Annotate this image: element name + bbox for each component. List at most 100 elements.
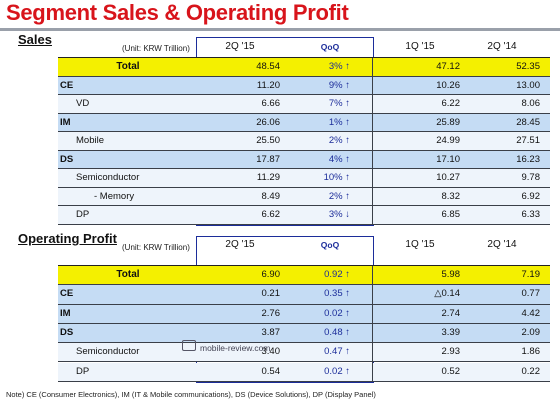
- value-cell: 4.42: [521, 307, 541, 319]
- value-cell: 0.21: [261, 288, 281, 300]
- value-cell: △0.14: [434, 288, 460, 300]
- segment-label: IM: [60, 307, 71, 319]
- value-cell: 25.89: [436, 116, 460, 128]
- value-cell: 6.90: [261, 269, 281, 280]
- table-row: DS 3.87 0.48 ↑ 3.39 2.09: [58, 323, 550, 344]
- value-cell: 3.40: [261, 346, 281, 358]
- value-cell: 2.74: [441, 307, 461, 319]
- value-cell: 47.12: [436, 61, 460, 72]
- segment-label: DS: [60, 153, 74, 165]
- table-row: VD 6.66 7% ↑ 6.22 8.06: [58, 95, 550, 114]
- qoq-cell: 0.02 ↑: [324, 365, 350, 377]
- table-row: DP 6.62 3% ↓ 6.85 6.33: [58, 206, 550, 225]
- value-cell: 0.22: [521, 365, 541, 377]
- qoq-cell: 3% ↓: [328, 209, 350, 220]
- title-rule: [0, 28, 560, 31]
- op-col-header: 2Q '15: [225, 239, 255, 250]
- row-label: Semiconductor: [76, 346, 140, 358]
- sales-table: Total 48.54 3% ↑ 47.12 52.35 CE 11.20 9% ↑ 10.26…: [58, 57, 550, 225]
- sales-unit: (Unit: KRW Trillion): [122, 44, 190, 53]
- table-row: CE 11.20 9% ↑ 10.26 13.00: [58, 76, 550, 95]
- sales-col-header: 1Q '15: [405, 41, 435, 52]
- op-table: Total 6.90 0.92 ↑ 5.98 7.19 CE 0.21 0.35 ↑ △0.14…: [58, 265, 550, 382]
- sales-col-header: 2Q '14: [487, 41, 517, 52]
- row-label: DP: [76, 365, 90, 377]
- qoq-cell: 3% ↑: [328, 61, 350, 72]
- qoq-cell: 0.47 ↑: [324, 346, 350, 358]
- row-label: - Memory: [94, 190, 135, 202]
- qoq-cell: 0.35 ↑: [324, 288, 350, 300]
- row-label: VD: [76, 98, 90, 109]
- sales-col-header: QoQ: [320, 42, 340, 52]
- value-cell: 9.78: [521, 172, 541, 183]
- table-row: Semiconductor 3.40 0.47 ↑ 2.93 1.86: [58, 343, 550, 363]
- value-cell: 6.22: [441, 98, 461, 109]
- qoq-cell: 4% ↑: [328, 153, 350, 165]
- value-cell: 6.33: [521, 209, 541, 220]
- qoq-cell: 0.92 ↑: [324, 269, 350, 280]
- column-divider: [372, 266, 373, 382]
- op-unit: (Unit: KRW Trillion): [122, 243, 190, 252]
- value-cell: 0.54: [261, 365, 281, 377]
- value-cell: 17.87: [256, 153, 280, 165]
- segment-label: CE: [60, 79, 74, 91]
- sales-heading: Sales: [18, 32, 52, 47]
- value-cell: 0.77: [521, 288, 541, 300]
- op-col-header: 2Q '14: [487, 239, 517, 250]
- qoq-cell: 0.48 ↑: [324, 326, 350, 338]
- segment-label: DS: [60, 326, 74, 338]
- row-label: Mobile: [76, 135, 104, 146]
- watermark-logo-icon: [182, 340, 196, 351]
- table-row: IM 2.76 0.02 ↑ 2.74 4.42: [58, 304, 550, 324]
- table-row: CE 0.21 0.35 ↑ △0.14 0.77: [58, 285, 550, 305]
- op-col-header: QoQ: [320, 240, 340, 250]
- value-cell: 2.93: [441, 346, 461, 358]
- value-cell: 11.20: [256, 79, 280, 91]
- segment-label: CE: [60, 288, 74, 300]
- value-cell: 26.06: [256, 116, 280, 128]
- segment-label: IM: [60, 116, 71, 128]
- value-cell: 6.66: [261, 98, 281, 109]
- table-row: - Memory 8.49 2% ↑ 8.32 6.92: [58, 187, 550, 206]
- value-cell: 24.99: [436, 135, 460, 146]
- table-row: DP 0.54 0.02 ↑ 0.52 0.22: [58, 362, 550, 382]
- value-cell: 11.29: [256, 172, 280, 183]
- value-cell: 2.76: [261, 307, 281, 319]
- value-cell: 13.00: [516, 79, 540, 91]
- qoq-cell: 1% ↑: [328, 116, 350, 128]
- page-title: Segment Sales & Operating Profit: [6, 0, 349, 25]
- value-cell: 6.92: [521, 190, 541, 202]
- qoq-cell: 9% ↑: [328, 79, 350, 91]
- qoq-cell: 7% ↑: [328, 98, 350, 109]
- value-cell: 48.54: [256, 61, 280, 72]
- value-cell: 3.39: [441, 326, 461, 338]
- value-cell: 10.27: [436, 172, 460, 183]
- table-row: IM 26.06 1% ↑ 25.89 28.45: [58, 113, 550, 132]
- footnote: Note) CE (Consumer Electronics), IM (IT …: [6, 390, 376, 399]
- qoq-cell: 2% ↑: [328, 135, 350, 146]
- row-label: DP: [76, 209, 90, 220]
- value-cell: 17.10: [436, 153, 460, 165]
- value-cell: 8.06: [521, 98, 541, 109]
- value-cell: 1.86: [521, 346, 541, 358]
- value-cell: 10.26: [436, 79, 460, 91]
- op-heading: Operating Profit: [18, 231, 117, 246]
- qoq-cell: 2% ↑: [328, 190, 350, 202]
- table-row: Mobile 25.50 2% ↑ 24.99 27.51: [58, 132, 550, 151]
- value-cell: 3.87: [261, 326, 281, 338]
- value-cell: 2.09: [521, 326, 541, 338]
- watermark: mobile-review.com: [200, 343, 271, 353]
- column-divider: [372, 58, 373, 225]
- value-cell: 0.52: [441, 365, 461, 377]
- total-row: Total 48.54 3% ↑ 47.12 52.35: [58, 58, 550, 77]
- value-cell: 6.85: [441, 209, 461, 220]
- value-cell: 28.45: [516, 116, 540, 128]
- sales-col-header: 2Q '15: [225, 41, 255, 52]
- total-row: Total 6.90 0.92 ↑ 5.98 7.19: [58, 266, 550, 286]
- qoq-cell: 10% ↑: [323, 172, 350, 183]
- value-cell: 8.49: [261, 190, 281, 202]
- value-cell: 6.62: [261, 209, 281, 220]
- value-cell: 8.32: [441, 190, 461, 202]
- value-cell: 7.19: [521, 269, 541, 280]
- value-cell: 16.23: [516, 153, 540, 165]
